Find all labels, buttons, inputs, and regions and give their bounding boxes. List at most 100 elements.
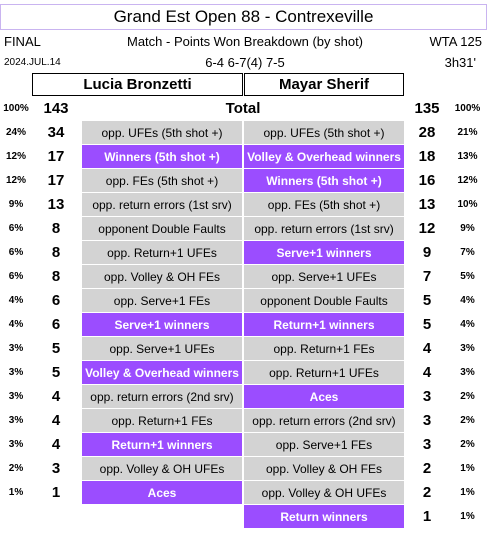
row-pct: 3% bbox=[460, 367, 475, 378]
row-pct: 1% bbox=[460, 487, 475, 498]
player-name: Lucia Bronzetti bbox=[32, 73, 243, 96]
row-count: 28 bbox=[418, 124, 436, 141]
date: 2024.JUL.14 bbox=[4, 56, 61, 68]
row-pct: 10% bbox=[457, 199, 478, 210]
row-pct: 3% bbox=[8, 415, 24, 426]
row-count: 2 bbox=[422, 460, 432, 477]
row-pct: 2% bbox=[8, 463, 24, 474]
row-count: 6 bbox=[51, 292, 61, 309]
row-count: 16 bbox=[418, 172, 436, 189]
row-count: 4 bbox=[51, 436, 61, 453]
row-count: 17 bbox=[47, 172, 65, 189]
row-label: Volley & Overhead winners bbox=[244, 145, 404, 168]
row-pct: 4% bbox=[460, 319, 475, 330]
row-label: opp. UFEs (5th shot +) bbox=[82, 121, 242, 144]
row-count: 4 bbox=[422, 364, 432, 381]
total-label: Total bbox=[225, 100, 261, 117]
row-count: 5 bbox=[51, 340, 61, 357]
row-pct: 4% bbox=[460, 295, 475, 306]
row-label: Return winners bbox=[244, 505, 404, 528]
row-pct: 12% bbox=[5, 175, 26, 186]
row-pct: 2% bbox=[460, 415, 475, 426]
row-pct: 2% bbox=[460, 391, 475, 402]
row-pct: 4% bbox=[8, 319, 24, 330]
subtitle: Match - Points Won Breakdown (by shot) bbox=[126, 33, 364, 49]
row-count: 3 bbox=[422, 388, 432, 405]
row-count: 8 bbox=[51, 268, 61, 285]
row-label: opp. UFEs (5th shot +) bbox=[244, 121, 404, 144]
row-count: 4 bbox=[51, 388, 61, 405]
row-label: Winners (5th shot +) bbox=[244, 169, 404, 192]
row-count: 17 bbox=[47, 148, 65, 165]
row-label: Return+1 winners bbox=[244, 313, 404, 336]
row-count: 3 bbox=[51, 460, 61, 477]
row-pct: 6% bbox=[8, 223, 24, 234]
row-count: 18 bbox=[418, 148, 436, 165]
title: Grand Est Open 88 - Contrexeville bbox=[0, 4, 487, 30]
row-label: opp. Volley & OH FEs bbox=[244, 457, 404, 480]
row-label: opp. Serve+1 UFEs bbox=[244, 265, 404, 288]
row-count: 4 bbox=[422, 340, 432, 357]
row-label: opponent Double Faults bbox=[244, 289, 404, 312]
row-label: opponent Double Faults bbox=[82, 217, 242, 240]
row-pct: 13% bbox=[457, 151, 478, 162]
row-count: 4 bbox=[51, 412, 61, 429]
row-pct: 12% bbox=[5, 151, 26, 162]
row-count: 12 bbox=[418, 220, 436, 237]
row-pct: 12% bbox=[457, 175, 478, 186]
row-pct: 21% bbox=[457, 127, 478, 138]
tour: WTA 125 bbox=[429, 33, 482, 49]
row-pct: 9% bbox=[8, 199, 24, 210]
row-label: opp. return errors (1st srv) bbox=[82, 193, 242, 216]
row-pct: 7% bbox=[460, 247, 475, 258]
row-label: opp. Serve+1 FEs bbox=[82, 289, 242, 312]
row-label: opp. FEs (5th shot +) bbox=[82, 169, 242, 192]
row-count: 9 bbox=[422, 244, 432, 261]
row-count: 1 bbox=[422, 508, 432, 525]
row-label: opp. Serve+1 UFEs bbox=[82, 337, 242, 360]
status: FINAL bbox=[4, 33, 41, 49]
row-count: 7 bbox=[422, 268, 432, 285]
row-label: opp. Volley & OH FEs bbox=[82, 265, 242, 288]
row-label: Aces bbox=[82, 481, 242, 504]
row-count: 34 bbox=[47, 124, 65, 141]
total-count: 143 bbox=[43, 100, 69, 117]
row-label: opp. Return+1 UFEs bbox=[82, 241, 242, 264]
row-label: opp. return errors (2nd srv) bbox=[244, 409, 404, 432]
row-pct: 6% bbox=[8, 247, 24, 258]
row-pct: 1% bbox=[460, 463, 475, 474]
row-label: Volley & Overhead winners bbox=[82, 361, 242, 384]
player-name: Mayar Sherif bbox=[244, 73, 404, 96]
row-label: Return+1 winners bbox=[82, 433, 242, 456]
row-pct: 6% bbox=[8, 271, 24, 282]
row-pct: 1% bbox=[460, 511, 475, 522]
row-label: Serve+1 winners bbox=[82, 313, 242, 336]
row-count: 13 bbox=[418, 196, 436, 213]
row-label: Winners (5th shot +) bbox=[82, 145, 242, 168]
row-pct: 3% bbox=[460, 343, 475, 354]
row-label: opp. Return+1 UFEs bbox=[244, 361, 404, 384]
row-label: opp. return errors (2nd srv) bbox=[82, 385, 242, 408]
row-label: opp. Serve+1 FEs bbox=[244, 433, 404, 456]
row-count: 8 bbox=[51, 220, 61, 237]
row-count: 1 bbox=[51, 484, 61, 501]
row-count: 13 bbox=[47, 196, 65, 213]
row-count: 8 bbox=[51, 244, 61, 261]
row-pct: 3% bbox=[8, 343, 24, 354]
row-pct: 3% bbox=[8, 439, 24, 450]
row-label: opp. Return+1 FEs bbox=[82, 409, 242, 432]
row-count: 2 bbox=[422, 484, 432, 501]
row-label: opp. Return+1 FEs bbox=[244, 337, 404, 360]
total-count: 135 bbox=[414, 100, 440, 117]
total-pct: 100% bbox=[3, 103, 29, 114]
score: 6-4 6-7(4) 7-5 bbox=[205, 54, 285, 70]
row-label: opp. Volley & OH UFEs bbox=[244, 481, 404, 504]
duration: 3h31' bbox=[444, 54, 476, 70]
row-pct: 3% bbox=[8, 367, 24, 378]
row-pct: 1% bbox=[8, 487, 24, 498]
row-pct: 9% bbox=[460, 223, 475, 234]
row-pct: 3% bbox=[8, 391, 24, 402]
row-count: 5 bbox=[422, 292, 432, 309]
row-count: 6 bbox=[51, 316, 61, 333]
